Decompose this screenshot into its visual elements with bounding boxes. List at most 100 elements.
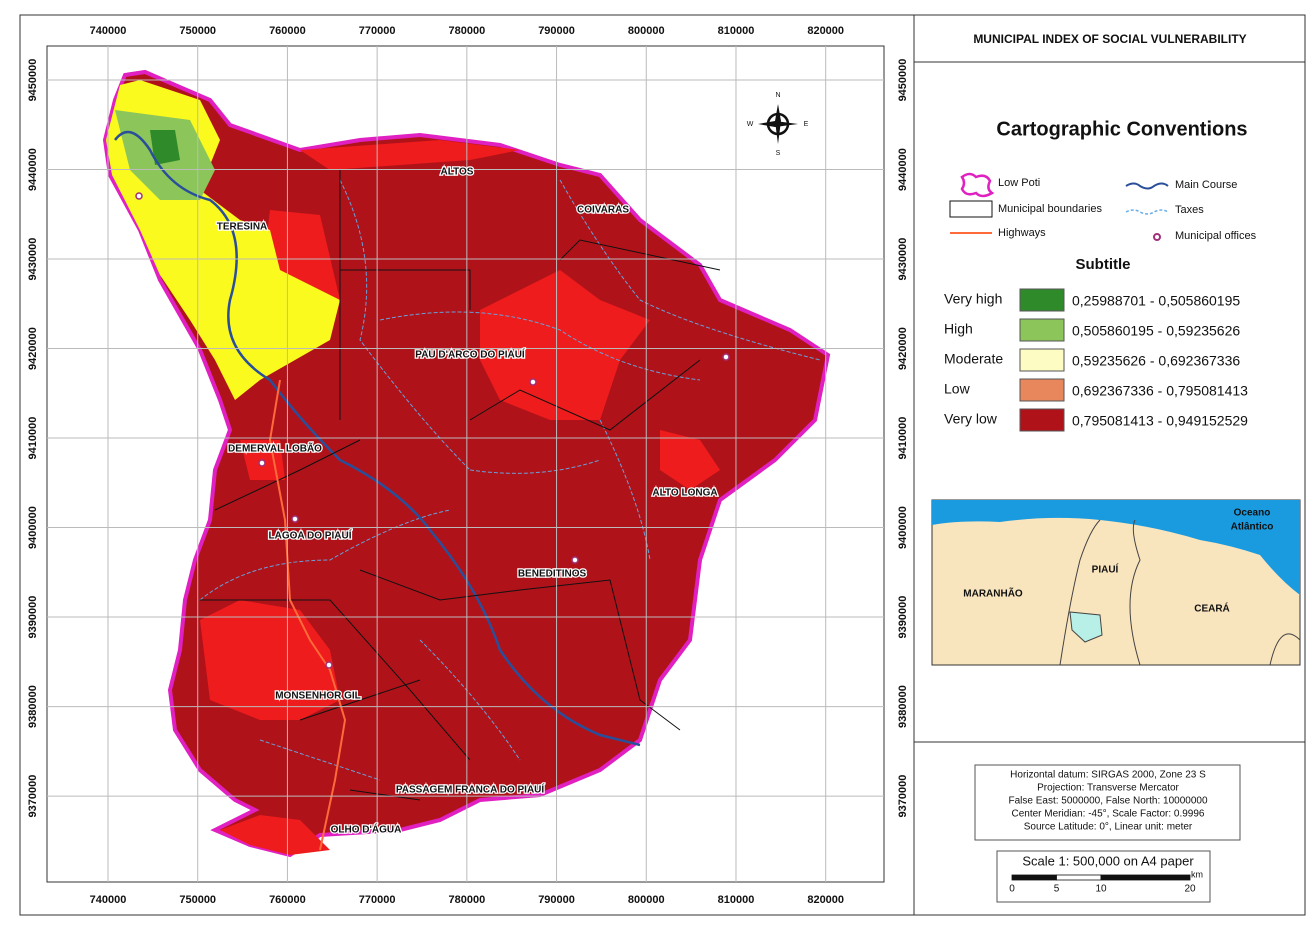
inset-label: MARANHÃO: [963, 587, 1023, 600]
class-name: Very low: [944, 411, 998, 427]
y-tick-label: 9450000: [897, 59, 909, 102]
scale-tick-label: 0: [1009, 884, 1015, 895]
scale-unit: km: [1191, 869, 1203, 879]
compass-label: N: [775, 92, 780, 99]
x-tick-label: 790000: [538, 25, 575, 37]
y-tick-label: 9400000: [27, 506, 39, 549]
legend-item: Municipal boundaries: [998, 203, 1102, 215]
legend-subtitle: Subtitle: [1076, 256, 1131, 273]
legend-symbol: [1125, 209, 1169, 215]
legend-item: Taxes: [1175, 204, 1204, 216]
legend-symbol: [960, 172, 995, 198]
notes-box: [974, 764, 1241, 841]
x-tick-label: 800000: [628, 25, 665, 37]
y-tick-label: 9410000: [27, 417, 39, 460]
class-name: Moderate: [944, 351, 1003, 367]
legend-item: Main Course: [1175, 179, 1237, 191]
x-tick-label: 810000: [718, 894, 755, 906]
legend-item: Highways: [998, 227, 1046, 239]
y-tick-label: 9450000: [27, 59, 39, 102]
x-tick-label: 770000: [359, 894, 396, 906]
inset-label: Oceano: [1234, 508, 1271, 519]
place-label: PAU D'ARCO DO PIAUÍ: [415, 348, 525, 361]
note-line: Center Meridian: -45°, Scale Factor: 0.9…: [1012, 809, 1205, 820]
inset-map: Oceano Atlântico PIAUÍ MARANHÃO CEARÁ: [931, 499, 1301, 666]
x-tick-label: 820000: [807, 25, 844, 37]
y-tick-label: 9390000: [897, 596, 909, 639]
legend-symbol: [1125, 182, 1169, 190]
place-label: MONSENHOR GIL: [275, 691, 361, 702]
class-swatch: [1019, 348, 1065, 372]
x-tick-label: 810000: [718, 25, 755, 37]
scale-segment: [1056, 874, 1102, 881]
note-line: Source Latitude: 0°, Linear unit: meter: [1024, 822, 1193, 833]
x-tick-label: 740000: [90, 894, 127, 906]
legend-symbol: [1153, 233, 1161, 241]
legend-heading: Cartographic Conventions: [996, 118, 1247, 140]
legend-symbol: [949, 200, 993, 218]
place-labels: ALTOS COIVARAS TERESINA PAU D'ARCO DO PI…: [215, 165, 718, 837]
place-label: LAGOA DO PIAUÍ: [269, 529, 352, 542]
place-label: OLHO D'ÁGUA: [331, 823, 402, 836]
inset-label: Atlântico: [1231, 522, 1274, 533]
y-tick-label: 9440000: [27, 148, 39, 191]
scale-tick-label: 5: [1054, 884, 1060, 895]
note-line: Horizontal datum: SIRGAS 2000, Zone 23 S: [1010, 770, 1206, 781]
inset-label: PIAUÍ: [1092, 563, 1119, 576]
y-tick-label: 9390000: [27, 596, 39, 639]
x-tick-label: 760000: [269, 894, 306, 906]
class-swatch: [1019, 288, 1065, 312]
place-label: DEMERVAL LOBÃO: [228, 442, 322, 455]
y-tick-label: 9430000: [897, 238, 909, 281]
class-swatch: [1019, 378, 1065, 402]
place-label: COIVARAS: [577, 205, 629, 216]
municipal-boundaries: [200, 170, 721, 801]
inset-label: CEARÁ: [1194, 602, 1230, 615]
x-tick-label: 760000: [269, 25, 306, 37]
y-tick-label: 9420000: [897, 327, 909, 370]
main-course: [114, 130, 641, 747]
x-tick-label: 780000: [448, 894, 485, 906]
compass-label: W: [747, 121, 754, 128]
compass-label: S: [776, 150, 781, 157]
x-tick-label: 750000: [179, 894, 216, 906]
y-tick-label: 9380000: [27, 685, 39, 728]
legend-item: Municipal offices: [1175, 230, 1257, 242]
scale-tick-label: 10: [1095, 884, 1107, 895]
place-label: ALTO LONGA: [652, 488, 717, 499]
class-swatch: [1019, 408, 1065, 432]
tributaries: [199, 179, 821, 781]
dark-green: [150, 130, 180, 165]
x-tick-label: 740000: [90, 25, 127, 37]
x-tick-label: 780000: [448, 25, 485, 37]
scale-segment: [1011, 874, 1057, 881]
compass: N S W E: [747, 92, 809, 157]
outer-frame: [19, 14, 1306, 916]
map: ALTOS COIVARAS TERESINA PAU D'ARCO DO PI…: [46, 45, 885, 883]
place-label: PASSAGEM FRANCA DO PIAUÍ: [396, 783, 545, 796]
compass-label: E: [804, 121, 809, 128]
x-tick-label: 770000: [359, 25, 396, 37]
class-range: 0,795081413 - 0,949152529: [1072, 413, 1248, 429]
note-line: False East: 5000000, False North: 100000…: [1008, 796, 1207, 807]
x-tick-label: 800000: [628, 894, 665, 906]
y-tick-label: 9400000: [897, 506, 909, 549]
y-tick-label: 9410000: [897, 417, 909, 460]
x-tick-label: 750000: [179, 25, 216, 37]
offices: [135, 192, 730, 669]
scale-tick-label: 20: [1184, 884, 1196, 895]
y-tick-label: 9440000: [897, 148, 909, 191]
class-range: 0,692367336 - 0,795081413: [1072, 383, 1248, 399]
scale-title: Scale 1: 500,000 on A4 paper: [1022, 853, 1194, 868]
y-tick-label: 9370000: [897, 775, 909, 818]
class-name: High: [944, 321, 973, 337]
y-tick-label: 9430000: [27, 238, 39, 281]
place-label: TERESINA: [217, 222, 268, 233]
x-tick-label: 790000: [538, 894, 575, 906]
y-tick-label: 9420000: [27, 327, 39, 370]
class-name: Low: [944, 381, 971, 397]
highway: [268, 379, 347, 851]
y-tick-label: 9380000: [897, 685, 909, 728]
place-label: ALTOS: [441, 167, 474, 178]
